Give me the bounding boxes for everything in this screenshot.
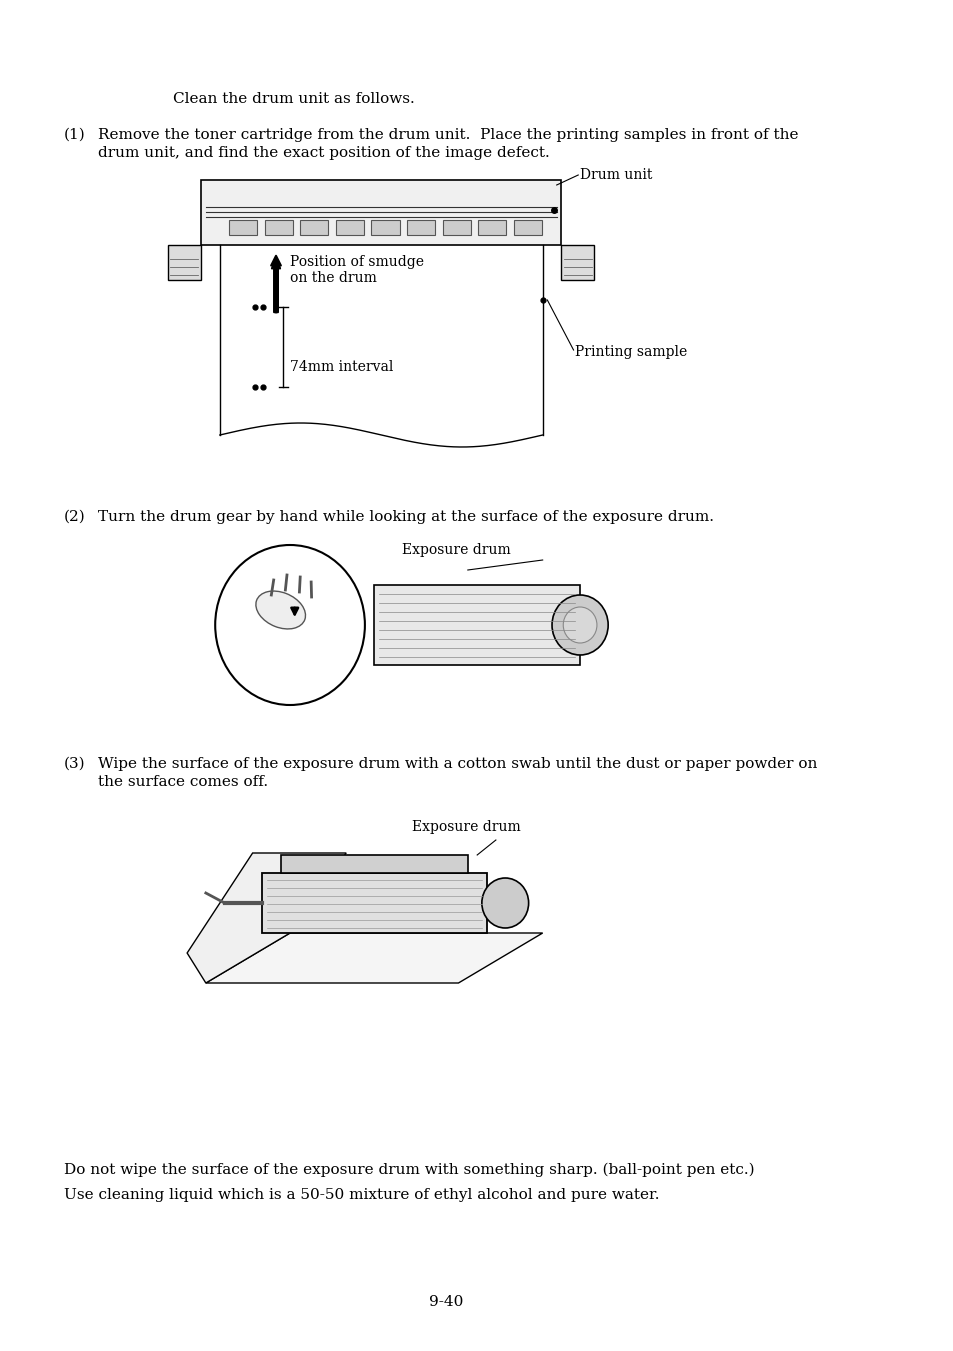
Circle shape [562,607,597,643]
Bar [513,220,541,235]
Text: Exposure drum: Exposure drum [402,543,511,557]
Text: drum unit, and find the exact position of the image defect.: drum unit, and find the exact position o… [98,146,550,159]
Text: 74mm interval: 74mm interval [290,359,393,374]
Text: Wipe the surface of the exposure drum with a cotton swab until the dust or paper: Wipe the surface of the exposure drum wi… [98,757,817,771]
Polygon shape [206,934,542,984]
Bar [477,220,506,235]
Circle shape [552,594,607,655]
Circle shape [215,544,364,705]
Bar [265,220,293,235]
Bar [201,180,560,245]
Text: (3): (3) [64,757,85,771]
Bar [407,220,435,235]
Text: Remove the toner cartridge from the drum unit.  Place the printing samples in fr: Remove the toner cartridge from the drum… [98,128,798,142]
Text: Turn the drum gear by hand while looking at the surface of the exposure drum.: Turn the drum gear by hand while looking… [98,509,714,524]
Ellipse shape [255,590,305,630]
Bar [560,245,594,280]
Text: Clean the drum unit as follows.: Clean the drum unit as follows. [172,92,415,105]
Bar [229,220,257,235]
Text: Printing sample: Printing sample [575,345,687,359]
Bar [262,873,486,934]
Bar [300,220,328,235]
Text: 9-40: 9-40 [429,1296,463,1309]
Bar [169,245,201,280]
Text: (1): (1) [64,128,85,142]
Bar [371,220,399,235]
Text: the surface comes off.: the surface comes off. [98,775,268,789]
Circle shape [481,878,528,928]
Text: Do not wipe the surface of the exposure drum with something sharp. (ball-point p: Do not wipe the surface of the exposure … [64,1163,754,1177]
Text: Exposure drum: Exposure drum [412,820,520,834]
Text: (2): (2) [64,509,85,524]
Bar [280,855,467,873]
Text: Drum unit: Drum unit [579,168,652,182]
Text: Use cleaning liquid which is a 50-50 mixture of ethyl alcohol and pure water.: Use cleaning liquid which is a 50-50 mix… [64,1188,659,1202]
Bar [374,585,579,665]
Text: Position of smudge
on the drum: Position of smudge on the drum [290,255,423,285]
Bar [335,220,364,235]
Polygon shape [187,852,346,984]
Bar [442,220,470,235]
